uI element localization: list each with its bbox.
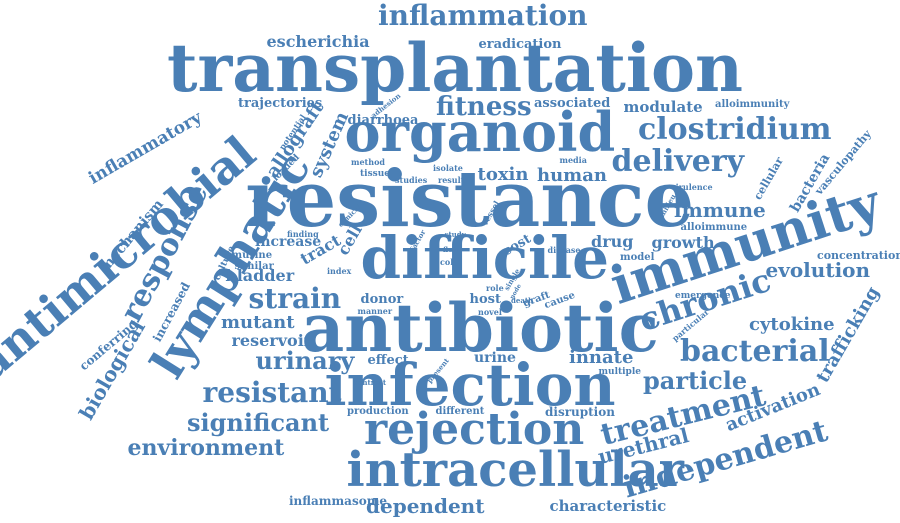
word-manner: manner xyxy=(357,306,393,316)
word-diarrhoea: diarrhoea xyxy=(347,112,419,128)
word-environment: environment xyxy=(127,435,285,461)
word-trajectories: trajectories xyxy=(238,95,323,111)
word-inflammasome: inflammasome xyxy=(289,494,388,508)
word-role: role xyxy=(486,283,504,293)
word-strain: strain xyxy=(248,282,342,315)
word-evolution: evolution xyxy=(765,258,871,282)
word-increase: increase xyxy=(255,234,322,250)
word-novel: novel xyxy=(478,307,502,317)
word-coli: coli xyxy=(440,257,457,267)
word-transplantation: transplantation xyxy=(167,29,743,107)
word-isolate: isolate xyxy=(433,163,463,173)
word-finding: finding xyxy=(287,229,319,239)
word-studies: studies xyxy=(395,175,428,185)
word-human: human xyxy=(537,165,607,186)
word-multiple: multiple xyxy=(598,366,642,377)
word-study: study xyxy=(444,229,466,239)
word-production: production xyxy=(347,406,409,417)
word-fitness: fitness xyxy=(436,92,532,122)
word-growth: growth xyxy=(651,233,715,252)
word-urinary: urinary xyxy=(255,346,355,375)
word-host: host xyxy=(469,291,501,307)
word-toxin: toxin xyxy=(477,164,529,185)
word-eradication: eradication xyxy=(478,36,562,52)
word-significant: significant xyxy=(187,408,330,437)
word-death: death xyxy=(511,295,534,305)
word-alloimmune: alloimmune xyxy=(680,222,748,233)
word-tissue: tissue xyxy=(360,168,390,179)
word-antibiotic: antibiotic xyxy=(301,289,659,367)
word-result: result xyxy=(438,175,465,185)
word-delivery: delivery xyxy=(611,144,745,179)
word-particle: particle xyxy=(643,366,748,395)
word-index: index xyxy=(327,266,352,276)
word-resistant: resistant xyxy=(202,376,342,409)
word-cytokine: cytokine xyxy=(749,314,835,335)
word-alloimmunity: alloimmunity xyxy=(715,99,790,110)
word-immune: immune xyxy=(674,198,766,222)
word-cellular: cellular xyxy=(750,154,786,202)
word-urine: urine xyxy=(474,350,516,366)
word-disease: disease xyxy=(547,245,581,255)
word-method: method xyxy=(351,157,385,167)
word-different: different xyxy=(435,406,485,417)
word-contrast: contrast xyxy=(353,377,387,387)
word-effect: effect xyxy=(367,352,409,368)
word-bladder: bladder xyxy=(225,266,295,285)
word-media: media xyxy=(559,155,587,165)
word-reservoir: reservoir xyxy=(231,331,313,350)
word-drug: drug xyxy=(591,232,634,251)
word-donor: donor xyxy=(360,291,404,307)
word-resistance: resistance xyxy=(245,154,695,245)
word-mutant: mutant xyxy=(221,312,295,333)
word-dependent: dependent xyxy=(366,494,485,518)
word-disruption: disruption xyxy=(545,405,615,419)
word-inflammation: inflammation xyxy=(378,0,588,32)
word-associated: associated xyxy=(534,95,611,111)
word-characteristic: characteristic xyxy=(549,496,667,515)
word-rejection: rejection xyxy=(364,404,585,455)
word-modulate: modulate xyxy=(623,97,703,116)
word-infection: infection xyxy=(324,351,616,419)
word-escherichia: escherichia xyxy=(266,32,370,51)
word-intracellular: intracellular xyxy=(346,442,684,498)
word-murine: murine xyxy=(231,250,273,261)
word-flow: flow xyxy=(443,244,459,254)
word-clostridium: clostridium xyxy=(638,112,832,147)
word-difficile: difficile xyxy=(360,224,610,292)
word-bacterial: bacterial xyxy=(680,334,830,369)
word-emergence: emergence xyxy=(675,290,731,301)
word-innate: innate xyxy=(569,347,634,368)
word-virulence: virulence xyxy=(671,182,713,192)
word-concentration: concentration xyxy=(817,248,900,262)
word-organoid: organoid xyxy=(344,100,616,164)
word-similar: similar xyxy=(234,261,274,272)
word-model: model xyxy=(620,252,655,263)
